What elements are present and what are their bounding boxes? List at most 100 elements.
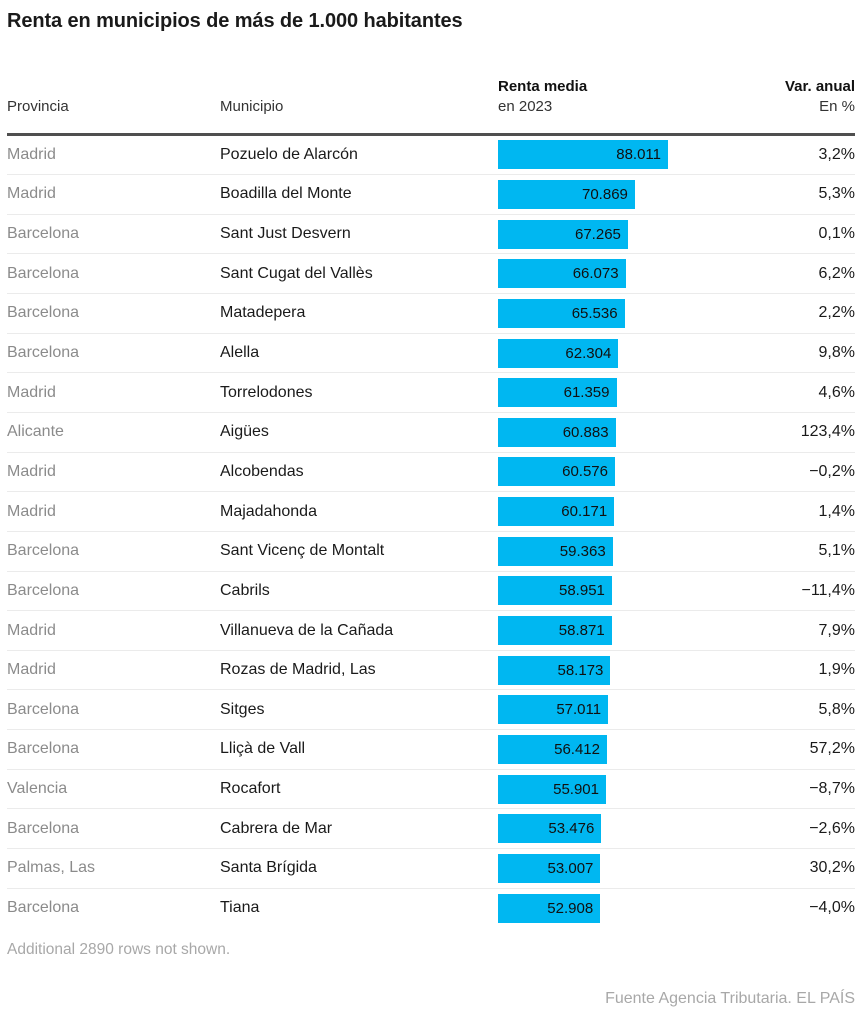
var-anual-cell: 2,2% [818, 304, 855, 322]
provincia-cell: Madrid [7, 383, 56, 401]
table-row: Valencia Rocafort 55.901 −8,7% [7, 770, 855, 810]
renta-bar: 67.265 [498, 219, 628, 249]
municipio-cell: Sant Cugat del Vallès [220, 264, 373, 282]
renta-value-label: 55.901 [553, 780, 599, 798]
table-row: Barcelona Sant Vicenç de Montalt 59.363 … [7, 532, 855, 572]
column-header-municipio: Municipio [220, 98, 284, 116]
page-title: Renta en municipios de más de 1.000 habi… [7, 10, 463, 32]
renta-value-label: 57.011 [556, 701, 602, 719]
renta-bar-cell: 67.265 [498, 215, 688, 254]
table-row: Barcelona Sant Cugat del Vallès 66.073 6… [7, 254, 855, 295]
table-row: Barcelona Cabrils 58.951 −11,4% [7, 572, 855, 612]
table-row: Barcelona Sant Just Desvern 67.265 0,1% [7, 215, 855, 255]
provincia-cell: Barcelona [7, 542, 80, 560]
provincia-cell: Madrid [7, 462, 56, 480]
municipio-cell: Cabrils [220, 581, 270, 599]
table-header: Provincia Municipio Renta media en 2023 … [7, 77, 855, 136]
renta-bar: 57.011 [498, 695, 609, 725]
provincia-cell: Madrid [7, 661, 56, 679]
municipio-cell: Villanueva de la Cañada [220, 621, 394, 639]
renta-value-label: 52.908 [547, 899, 594, 917]
provincia-cell: Barcelona [7, 225, 80, 243]
renta-bar: 70.869 [498, 179, 635, 209]
renta-value-label: 58.871 [558, 622, 605, 639]
renta-bar: 65.536 [498, 298, 625, 328]
municipio-cell: Torrelodones [220, 383, 313, 401]
renta-bar: 55.901 [498, 774, 606, 804]
municipio-cell: Sant Vicenç de Montalt [220, 542, 385, 560]
renta-bar: 66.073 [498, 259, 626, 289]
renta-value-label: 58.173 [557, 661, 604, 679]
provincia-cell: Palmas, Las [7, 859, 96, 877]
renta-bar: 53.476 [498, 814, 602, 844]
var-anual-cell: 5,1% [818, 542, 855, 560]
column-header-renta: Renta media en 2023 [498, 77, 688, 118]
renta-value-label: 53.007 [547, 859, 594, 877]
municipio-cell: Alcobendas [220, 462, 304, 480]
var-anual-cell: 4,6% [818, 383, 855, 401]
column-header-var-title: Var. anual [784, 78, 855, 95]
renta-value-label: 59.363 [559, 542, 606, 560]
table-row: Barcelona Alella 62.304 9,8% [7, 334, 855, 374]
municipio-cell: Rocafort [220, 780, 281, 798]
renta-bar-cell: 60.171 [498, 492, 688, 531]
renta-bar: 62.304 [498, 338, 619, 368]
var-anual-cell: 6,2% [818, 264, 855, 282]
table-row: Barcelona Sitges 57.011 5,8% [7, 690, 855, 731]
municipio-cell: Tiana [220, 899, 260, 917]
renta-bar: 58.871 [498, 616, 612, 645]
source-credit: Fuente Agencia Tributaria. EL PAÍS [605, 990, 855, 1007]
provincia-cell: Valencia [7, 780, 68, 798]
municipio-cell: Santa Brígida [220, 859, 317, 877]
var-anual-cell: −8,7% [809, 780, 855, 798]
renta-bar-cell: 88.011 [498, 136, 688, 175]
provincia-cell: Barcelona [7, 740, 80, 758]
renta-value-label: 70.869 [582, 185, 628, 203]
renta-value-label: 88.011 [616, 146, 661, 164]
renta-bar: 56.412 [498, 734, 607, 764]
renta-bar-cell: 58.951 [498, 572, 688, 611]
renta-value-label: 61.359 [563, 384, 610, 402]
renta-value-label: 67.265 [575, 225, 621, 243]
var-anual-cell: 5,8% [818, 700, 855, 718]
renta-bar-cell: 53.007 [498, 849, 688, 888]
var-anual-cell: −11,4% [801, 581, 855, 599]
renta-value-label: 60.576 [562, 463, 608, 481]
renta-bar-cell: 60.883 [498, 413, 688, 452]
renta-bar: 60.883 [498, 417, 616, 447]
provincia-cell: Barcelona [7, 264, 80, 282]
var-anual-cell: −0,2% [809, 462, 855, 480]
rows-not-shown-note: Additional 2890 rows not shown. [7, 941, 231, 959]
table-row: Madrid Torrelodones 61.359 4,6% [7, 373, 855, 413]
renta-bar: 60.576 [498, 457, 615, 487]
table-row: Madrid Villanueva de la Cañada 58.871 7,… [7, 611, 855, 651]
municipio-cell: Pozuelo de Alarcón [220, 145, 358, 163]
renta-value-label: 66.073 [572, 265, 619, 283]
table-row: Madrid Majadahonda 60.171 1,4% [7, 492, 855, 532]
renta-bar-cell: 57.011 [498, 690, 688, 729]
renta-value-label: 58.951 [559, 582, 605, 600]
renta-bar: 53.007 [498, 853, 601, 883]
municipio-cell: Alella [220, 344, 260, 362]
provincia-cell: Barcelona [7, 700, 80, 718]
municipio-cell: Sant Just Desvern [220, 225, 351, 243]
renta-bar-cell: 58.871 [498, 611, 688, 650]
table-row: Barcelona Cabrera de Mar 53.476 −2,6% [7, 809, 855, 850]
var-anual-cell: 57,2% [809, 740, 855, 758]
renta-bar-cell: 62.304 [498, 334, 688, 373]
var-anual-cell: 123,4% [800, 423, 855, 441]
provincia-cell: Madrid [7, 621, 56, 639]
column-header-var-subtitle: En % [819, 98, 855, 116]
renta-bar: 88.011 [498, 140, 668, 170]
table-row: Madrid Rozas de Madrid, Las 58.173 1,9% [7, 651, 855, 691]
var-anual-cell: 3,2% [818, 145, 855, 163]
renta-bar: 52.908 [498, 893, 601, 923]
table-body: Madrid Pozuelo de Alarcón 88.011 3,2% Ma… [7, 136, 855, 929]
table-row: Madrid Boadilla del Monte 70.869 5,3% [7, 175, 855, 215]
renta-bar-cell: 61.359 [498, 373, 688, 412]
var-anual-cell: −2,6% [809, 819, 855, 837]
table-row: Barcelona Lliçà de Vall 56.412 57,2% [7, 730, 855, 770]
table-row: Palmas, Las Santa Brígida 53.007 30,2% [7, 849, 855, 889]
table-row: Alicante Aigües 60.883 123,4% [7, 413, 855, 453]
